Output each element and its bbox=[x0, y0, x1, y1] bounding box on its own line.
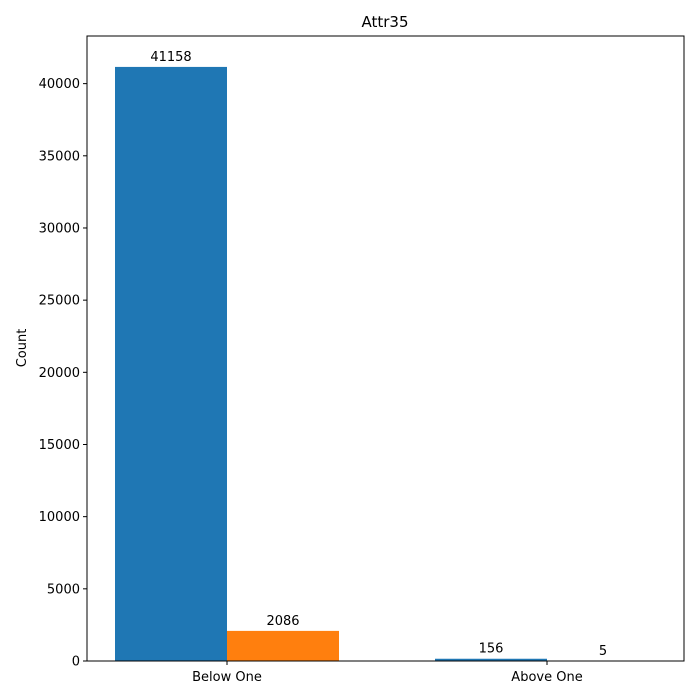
y-tick-label: 20000 bbox=[39, 366, 80, 381]
bar-series1-below-one bbox=[115, 66, 227, 661]
data-labels-group: 41158 156 2086 5 bbox=[150, 50, 607, 659]
y-tick-label: 15000 bbox=[39, 438, 80, 453]
bar-series1-above-one bbox=[435, 658, 547, 661]
data-label-series2-above-one: 5 bbox=[599, 644, 607, 659]
chart-title: Attr35 bbox=[361, 13, 408, 31]
bar-series2-below-one bbox=[227, 630, 339, 661]
data-label-series2-below-one: 2086 bbox=[266, 614, 299, 629]
plot-frame bbox=[86, 35, 685, 662]
data-label-series1-below-one: 41158 bbox=[150, 50, 191, 65]
y-tick-label: 30000 bbox=[39, 221, 80, 236]
y-tick-label: 35000 bbox=[39, 149, 80, 164]
bars-group bbox=[115, 66, 659, 661]
y-tick-label: 40000 bbox=[39, 77, 80, 92]
data-label-series1-above-one: 156 bbox=[479, 642, 504, 657]
x-axis: Below One Above One bbox=[192, 661, 583, 685]
x-tick-label: Above One bbox=[511, 670, 582, 685]
x-tick-label: Below One bbox=[192, 670, 262, 685]
y-tick-label: 5000 bbox=[47, 582, 80, 597]
y-axis-label: Count bbox=[15, 329, 30, 368]
y-tick-label: 0 bbox=[72, 655, 80, 670]
y-tick-label: 10000 bbox=[39, 510, 80, 525]
y-tick-label: 25000 bbox=[39, 294, 80, 309]
y-axis: 0 5000 10000 15000 20000 25000 30000 35000 40000 bbox=[39, 77, 87, 670]
